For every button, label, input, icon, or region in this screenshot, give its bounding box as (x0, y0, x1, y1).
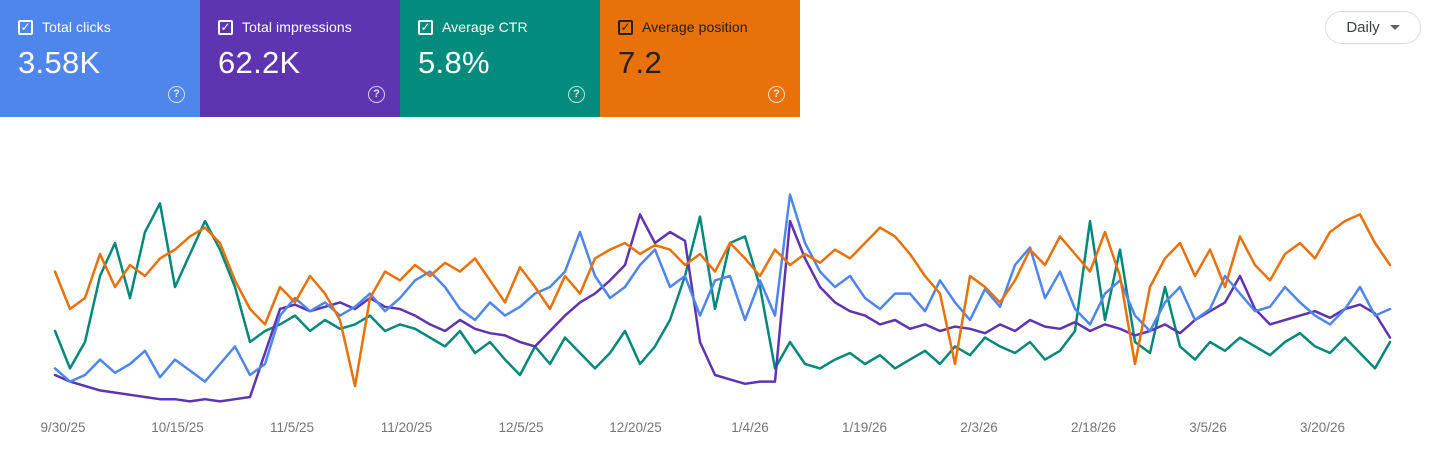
checkbox-average-position[interactable]: ✓ (618, 19, 633, 35)
card-value: 3.58K (18, 45, 101, 80)
chevron-down-icon (1389, 25, 1400, 30)
x-tick-label: 12/5/25 (498, 420, 544, 435)
card-label: Total clicks (42, 19, 111, 35)
series-line-clicks (53, 193, 1392, 383)
card-label: Average CTR (442, 19, 528, 35)
metric-card-average-position[interactable]: ✓ Average position 7.2 ? (600, 0, 800, 117)
card-value: 62.2K (218, 45, 301, 80)
chart-canvas[interactable] (40, 180, 1435, 412)
x-tick-label: 10/15/25 (151, 420, 204, 435)
granularity-label: Daily (1346, 19, 1380, 36)
x-tick-label: 12/20/25 (609, 420, 662, 435)
x-axis-tick-labels: 9/30/25 10/15/25 11/5/25 11/20/25 12/5/25 12/… (40, 420, 1435, 440)
card-label: Total impressions (242, 19, 352, 35)
metric-card-total-clicks[interactable]: ✓ Total clicks 3.58K ? (0, 0, 200, 117)
x-tick-label: 3/20/26 (1299, 420, 1346, 435)
help-icon[interactable]: ? (168, 86, 185, 103)
x-tick-label: 1/19/26 (841, 420, 888, 435)
checkbox-average-ctr[interactable]: ✓ (418, 19, 433, 35)
help-icon[interactable]: ? (568, 86, 585, 103)
check-icon: ✓ (220, 20, 231, 34)
check-icon: ✓ (20, 20, 31, 34)
series-line-impressions (53, 213, 1392, 403)
help-icon[interactable]: ? (768, 86, 785, 103)
x-tick-label: 3/5/26 (1189, 420, 1227, 435)
checkbox-total-impressions[interactable]: ✓ (218, 19, 233, 35)
metric-card-total-impressions[interactable]: ✓ Total impressions 62.2K ? (200, 0, 400, 117)
x-tick-label: 9/30/25 (40, 420, 86, 435)
metric-card-average-ctr[interactable]: ✓ Average CTR 5.8% ? (400, 0, 600, 117)
granularity-dropdown[interactable]: Daily (1325, 11, 1421, 44)
card-value: 5.8% (418, 45, 490, 80)
card-value: 7.2 (618, 45, 662, 80)
x-tick-label: 11/20/25 (380, 420, 433, 435)
metric-cards: ✓ Total clicks 3.58K ? ✓ Total impressio… (0, 0, 800, 117)
check-icon: ✓ (620, 20, 631, 34)
x-tick-label: 2/18/26 (1070, 420, 1117, 435)
help-icon[interactable]: ? (368, 86, 385, 103)
x-tick-label: 2/3/26 (960, 420, 998, 435)
check-icon: ✓ (420, 20, 431, 34)
x-tick-label: 11/5/25 (269, 420, 315, 435)
performance-chart[interactable]: 9/30/25 10/15/25 11/5/25 11/20/25 12/5/25 12/… (40, 180, 1435, 442)
x-tick-label: 1/4/26 (731, 420, 769, 435)
card-label: Average position (642, 19, 748, 35)
checkbox-total-clicks[interactable]: ✓ (18, 19, 33, 35)
series-line-position (53, 213, 1392, 388)
series-line-ctr (53, 202, 1392, 377)
